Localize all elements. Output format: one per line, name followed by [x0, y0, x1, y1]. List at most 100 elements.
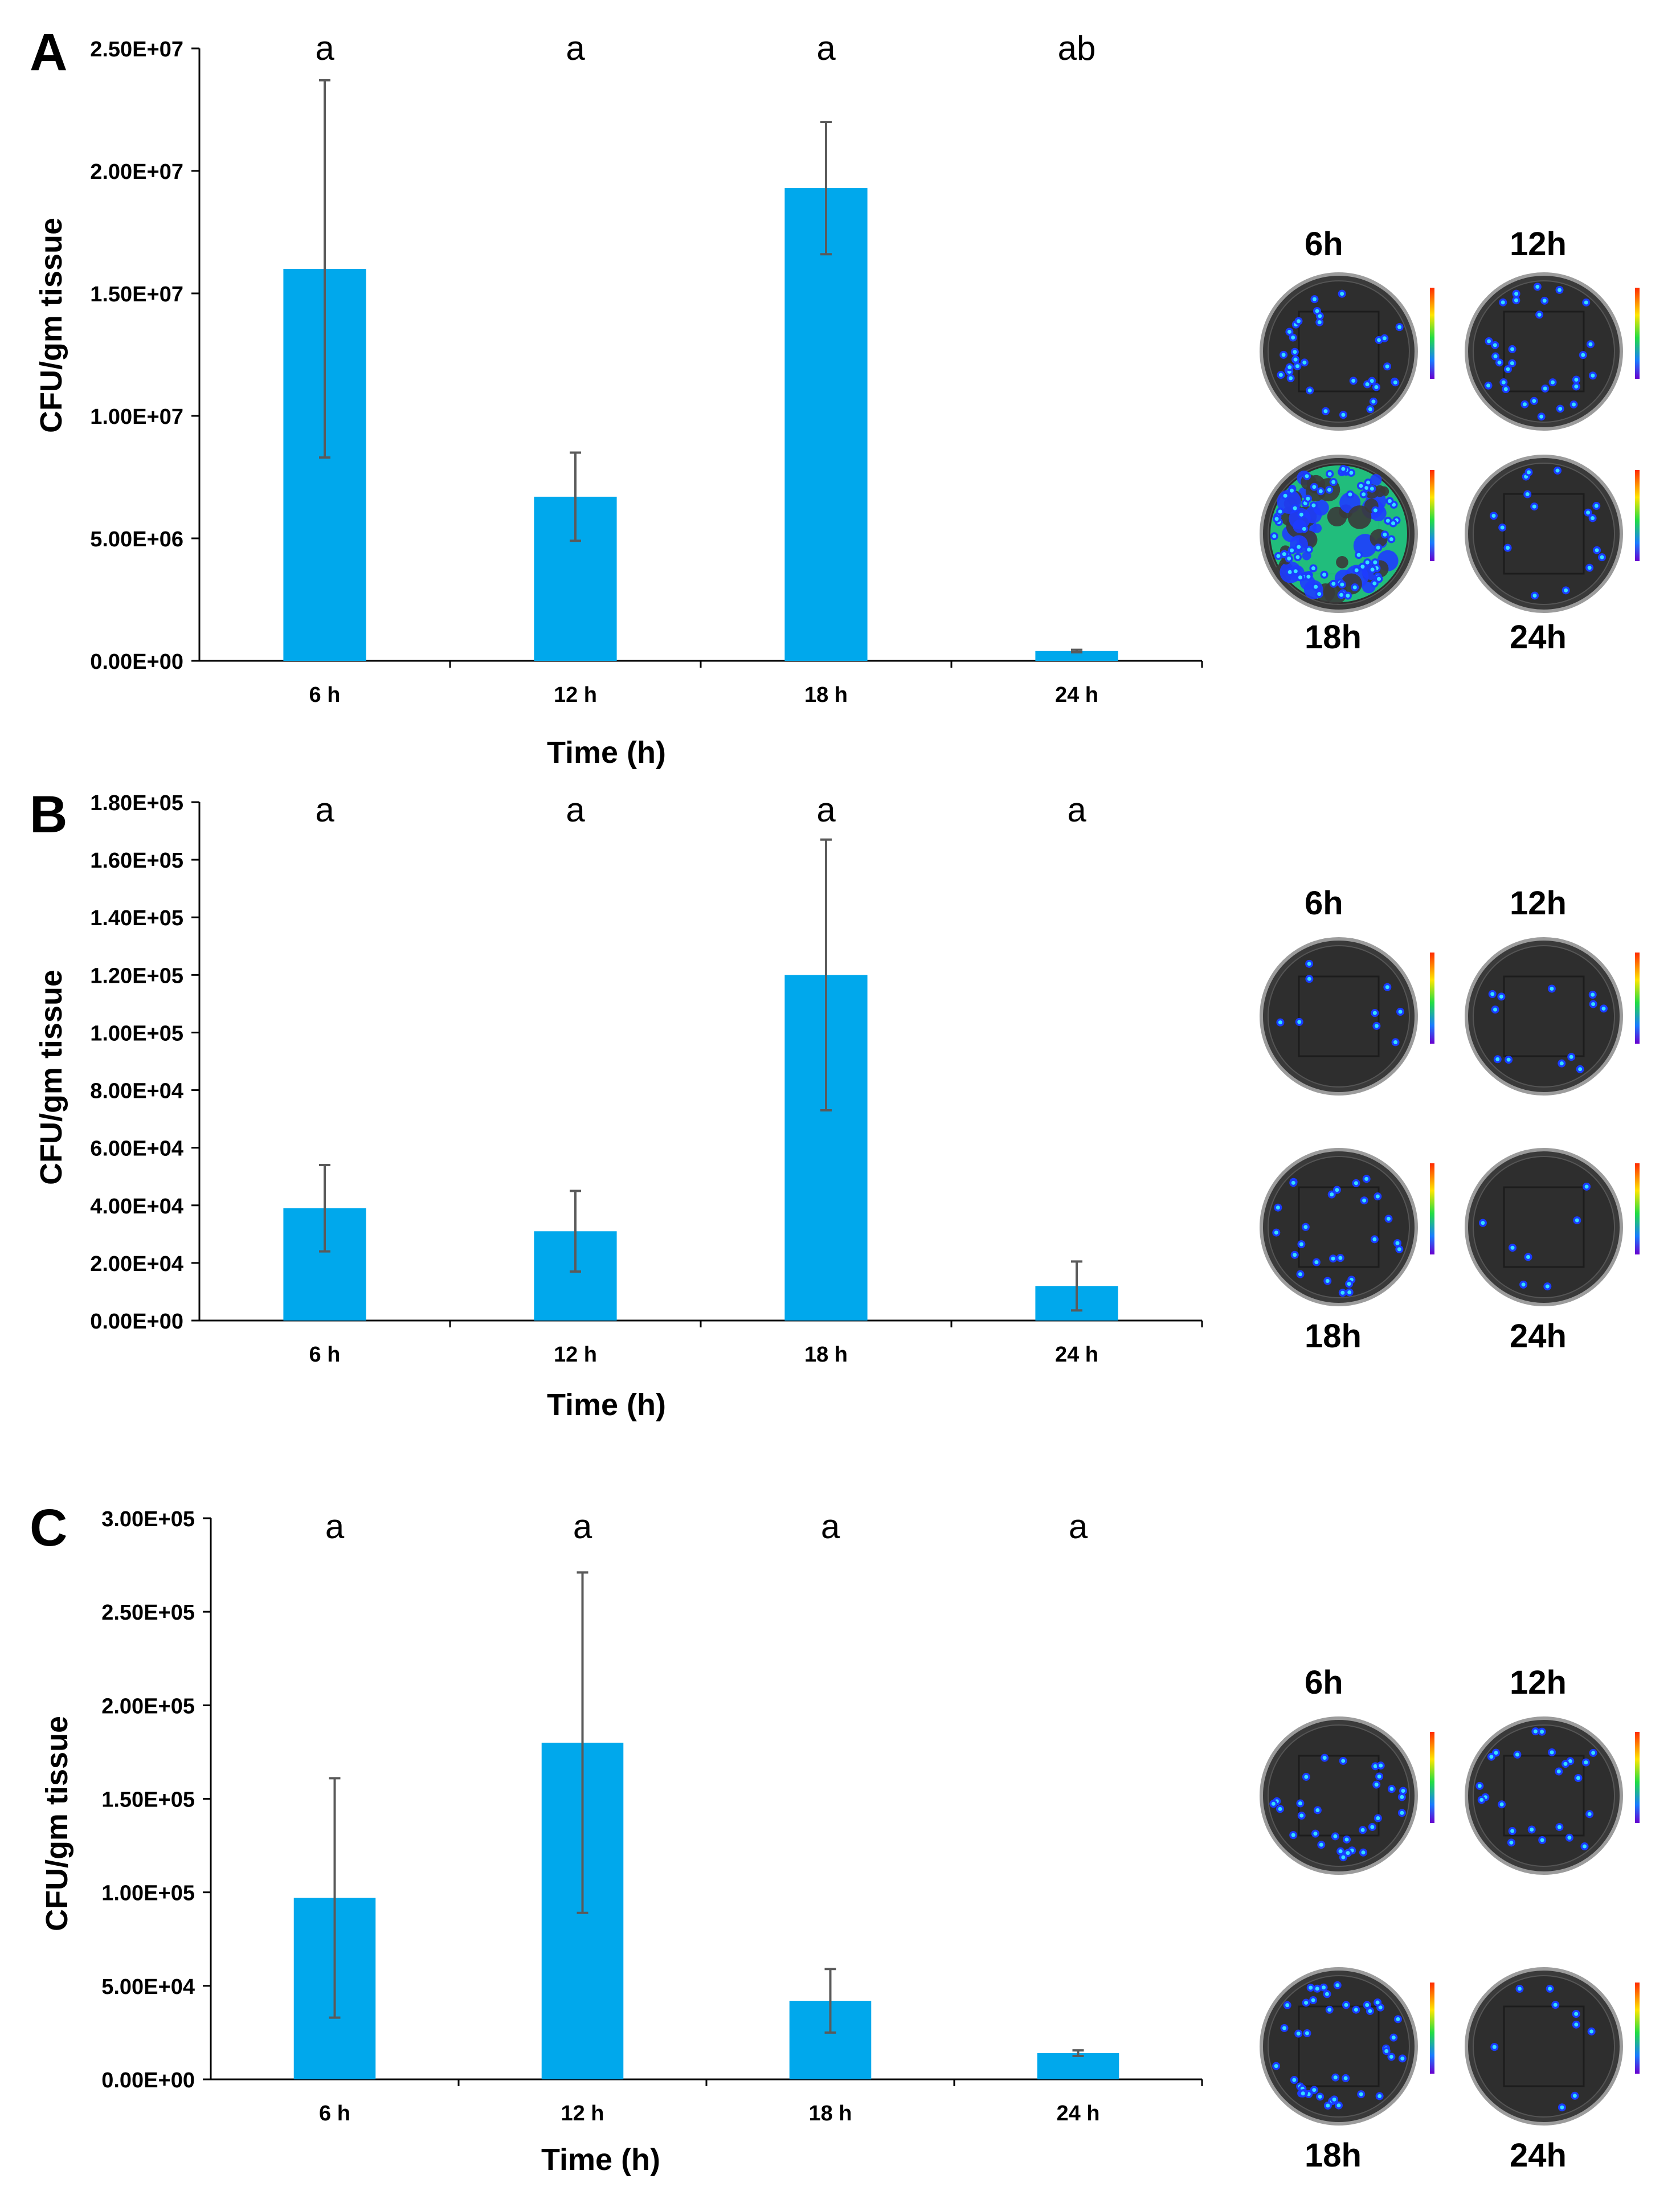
bar-chart: 0.00E+00 5.00E+04 1.00E+05 1.50E+05 2.00E+05… — [101, 1507, 1203, 2126]
significance-letter: a — [816, 29, 836, 67]
plate-image — [1260, 1967, 1434, 2126]
panel-label: C — [30, 1499, 68, 1557]
significance-letter: a — [573, 1507, 592, 1546]
plate-images: 6h 12h 18h 24h — [1248, 884, 1658, 1357]
error-bar — [319, 79, 330, 459]
plate-image — [1465, 1716, 1640, 1875]
x-tick-label: 24 h — [1055, 1343, 1098, 1367]
y-tick-label: 2.00E+04 — [90, 1252, 183, 1276]
x-tick-label: 24 h — [1056, 2102, 1099, 2126]
error-bar — [1071, 1260, 1082, 1312]
y-tick-label: 4.00E+04 — [90, 1195, 183, 1219]
x-tick-label: 6 h — [309, 683, 341, 707]
y-tick-label: 1.80E+05 — [90, 791, 183, 815]
significance-letter: a — [325, 1507, 345, 1546]
error-bar — [820, 121, 832, 256]
plate-image — [1465, 1148, 1640, 1306]
plate-image — [1260, 1148, 1434, 1306]
plate-image — [1465, 272, 1640, 431]
x-tick-label: 12 h — [554, 683, 597, 707]
plate-label: 24h — [1510, 619, 1567, 656]
plate-label: 18h — [1305, 1318, 1362, 1355]
plate-label: 18h — [1305, 2137, 1362, 2174]
panel-label: A — [30, 23, 68, 81]
y-tick-label: 5.00E+06 — [90, 528, 183, 551]
y-tick-label: 1.50E+07 — [90, 283, 183, 306]
y-tick-label: 6.00E+04 — [90, 1137, 183, 1161]
y-tick-label: 0.00E+00 — [90, 1310, 183, 1334]
plate-image — [1465, 455, 1640, 613]
x-axis-title: Time (h) — [547, 735, 667, 770]
plate-images: 6h 12h 18h 24h — [1248, 225, 1658, 658]
significance-letter: a — [821, 1507, 840, 1546]
x-axis-title: Time (h) — [547, 1388, 667, 1422]
plate-image — [1260, 272, 1434, 431]
error-bar — [570, 451, 581, 542]
plate-label: 6h — [1305, 226, 1343, 263]
significance-letter: a — [1067, 791, 1086, 829]
x-tick-label: 18 h — [804, 1343, 848, 1367]
plate-image — [1465, 1967, 1640, 2126]
significance-letter: a — [1069, 1507, 1088, 1546]
y-tick-label: 5.00E+04 — [101, 1975, 195, 1999]
error-bar — [824, 1968, 836, 2034]
plate-image — [1260, 937, 1434, 1096]
error-bar — [577, 1571, 588, 1914]
plate-label: 6h — [1305, 885, 1343, 922]
y-tick-label: 0.00E+00 — [90, 650, 183, 674]
x-axis-title: Time (h) — [541, 2143, 661, 2177]
significance-letter: ab — [1058, 29, 1096, 67]
y-tick-label: 2.00E+07 — [90, 160, 183, 184]
y-tick-label: 8.00E+04 — [90, 1080, 183, 1103]
panel-c: C CFU/gm tissue Time (h) 0.00E+00 5.00E+0… — [0, 1493, 1680, 2199]
y-tick-label: 2.50E+05 — [101, 1601, 195, 1625]
plate-image — [1260, 455, 1434, 613]
panel-a: A CFU/gm tissue Time (h) 0.00E+00 5.00E+0… — [0, 0, 1680, 780]
bar-chart: 0.00E+00 5.00E+06 1.00E+07 1.50E+07 2.00E+07… — [90, 29, 1203, 707]
error-bar — [319, 1164, 330, 1253]
panel-label: B — [30, 786, 68, 844]
y-tick-label: 2.50E+07 — [90, 38, 183, 62]
plate-label: 18h — [1305, 619, 1362, 656]
x-tick-label: 18 h — [808, 2102, 852, 2126]
significance-letter: a — [315, 791, 334, 829]
x-tick-label: 6 h — [319, 2102, 350, 2126]
error-bar — [820, 838, 832, 1111]
plate-label: 12h — [1510, 1664, 1567, 1701]
bar — [1035, 651, 1118, 661]
bar — [784, 188, 868, 661]
x-tick-label: 18 h — [804, 683, 848, 707]
plate-label: 12h — [1510, 226, 1567, 263]
error-bar — [570, 1190, 581, 1273]
error-bar — [1071, 648, 1082, 653]
bar-chart: 0.00E+00 2.00E+04 4.00E+04 6.00E+04 8.00E+04… — [90, 791, 1203, 1367]
error-bar — [329, 1777, 341, 2019]
y-tick-label: 3.00E+05 — [101, 1507, 195, 1531]
plate-label: 6h — [1305, 1664, 1343, 1701]
plate-label: 24h — [1510, 1318, 1567, 1355]
y-tick-label: 1.60E+05 — [90, 849, 183, 873]
error-bar — [1072, 2049, 1084, 2057]
y-tick-label: 2.00E+05 — [101, 1694, 195, 1718]
y-tick-label: 1.00E+05 — [90, 1021, 183, 1045]
y-tick-label: 1.20E+05 — [90, 964, 183, 988]
y-tick-label: 1.00E+07 — [90, 405, 183, 429]
x-tick-label: 6 h — [309, 1343, 341, 1367]
plate-image — [1465, 937, 1640, 1096]
plate-label: 12h — [1510, 885, 1567, 922]
bar — [1037, 2053, 1119, 2079]
plate-images: 6h 12h 18h 24h — [1248, 1663, 1658, 2176]
plate-image — [1260, 1716, 1434, 1875]
x-tick-label: 12 h — [554, 1343, 597, 1367]
x-tick-label: 12 h — [561, 2102, 604, 2126]
panel-b: B CFU/gm tissue Time (h) 0.00E+00 2.00E+0… — [0, 780, 1680, 1493]
y-tick-label: 1.40E+05 — [90, 906, 183, 930]
y-tick-label: 1.00E+05 — [101, 1882, 195, 1906]
y-tick-label: 1.50E+05 — [101, 1788, 195, 1812]
significance-letter: a — [566, 29, 585, 67]
significance-letter: a — [566, 791, 585, 829]
significance-letter: a — [315, 29, 334, 67]
x-tick-label: 24 h — [1055, 683, 1098, 707]
significance-letter: a — [816, 791, 836, 829]
plate-label: 24h — [1510, 2137, 1567, 2174]
